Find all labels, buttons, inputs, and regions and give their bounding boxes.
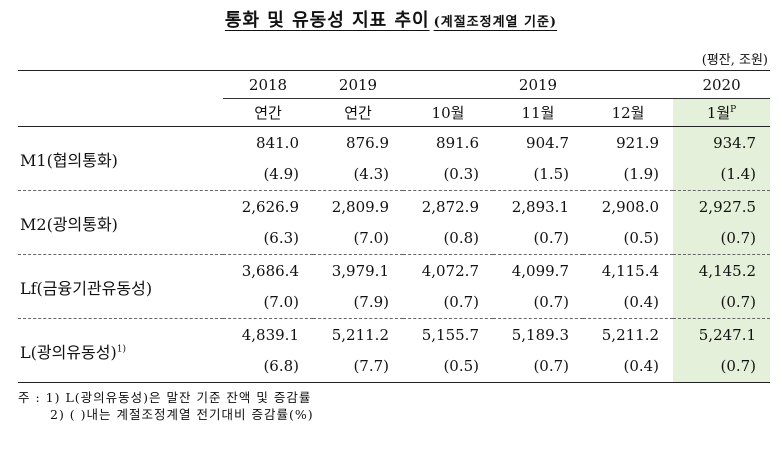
change-cell: (4.3) bbox=[353, 165, 389, 184]
value-cell: 904.7 bbox=[526, 133, 569, 152]
change-cell: (0.5) bbox=[403, 350, 493, 383]
row-label-text: M2(광의통화) bbox=[20, 214, 118, 234]
header-col-nov: 11월 bbox=[493, 98, 583, 127]
change-cell: (1.5) bbox=[533, 165, 569, 184]
change-cell: (0.4) bbox=[623, 293, 660, 312]
value-cell: 934.7 bbox=[673, 126, 771, 159]
footnote-2: 2) ( )내는 계절조정계열 전기대비 증감률(%) bbox=[50, 407, 314, 422]
change-cell: (0.7) bbox=[443, 293, 479, 312]
header-year-2018: 2018 bbox=[223, 70, 313, 99]
value-cell: 891.6 bbox=[436, 133, 479, 152]
change-cell: (7.0) bbox=[353, 229, 389, 248]
header-col-jan: 1월P bbox=[673, 98, 771, 127]
value-cell: 2,809.9 bbox=[313, 190, 403, 223]
row-label: Lf(금융기관유동성) bbox=[18, 254, 223, 319]
footnotes: 주 : 1) L(광의유동성)은 말잔 기준 잔액 및 증감률 2) ( )내는… bbox=[18, 389, 314, 423]
change-cell: (0.4) bbox=[583, 350, 674, 383]
change-cell: (0.7) bbox=[493, 350, 583, 383]
value-cell: 876.9 bbox=[346, 133, 389, 152]
change-cell: (6.8) bbox=[223, 350, 313, 383]
table-row-change: (6.8) (7.7) (0.5) (0.7) (0.4) (0.7) bbox=[18, 350, 771, 383]
change-cell: (0.5) bbox=[623, 229, 660, 248]
change-cell: (1.9) bbox=[623, 165, 660, 184]
value-cell: 3,686.4 bbox=[223, 254, 313, 287]
header-col-oct: 10월 bbox=[403, 98, 493, 127]
header-year-2019-annual: 2019 bbox=[313, 70, 403, 99]
table-row-change: (7.0) (7.9) (0.7) (0.7) (0.4) (0.7) bbox=[18, 286, 771, 319]
table-row-change: (6.3) (7.0) (0.8) (0.7) (0.5) (0.7) bbox=[18, 222, 771, 255]
change-cell: (6.3) bbox=[263, 229, 299, 248]
change-cell: (0.8) bbox=[443, 229, 479, 248]
header-year-2019-monthly: 2019 bbox=[403, 70, 674, 99]
value-cell: 5,211.2 bbox=[583, 318, 674, 351]
header-col-2018: 연간 bbox=[223, 98, 313, 127]
change-cell: (0.7) bbox=[673, 350, 771, 383]
value-cell: 5,247.1 bbox=[673, 318, 771, 351]
change-cell: (7.0) bbox=[263, 293, 299, 312]
title-sub: (계절조정계열 기준) bbox=[433, 15, 558, 30]
change-cell: (0.7) bbox=[533, 229, 569, 248]
value-cell: 2,872.9 bbox=[403, 190, 493, 223]
change-cell: (7.9) bbox=[353, 293, 389, 312]
value-cell: 2,893.1 bbox=[493, 190, 583, 223]
row-label-text: Lf(금융기관유동성) bbox=[20, 278, 153, 298]
value-cell: 5,155.7 bbox=[403, 318, 493, 351]
change-cell: (0.7) bbox=[533, 293, 569, 312]
table-row-change: (4.9) (4.3) (0.3) (1.5) (1.9) (1.4) bbox=[18, 158, 771, 191]
change-cell: (0.3) bbox=[443, 165, 479, 184]
value-cell: 3,979.1 bbox=[313, 254, 403, 287]
change-cell: (7.7) bbox=[313, 350, 403, 383]
change-cell: (0.7) bbox=[673, 286, 771, 319]
header-blank-2 bbox=[18, 98, 223, 127]
change-cell: (1.4) bbox=[673, 158, 771, 191]
preliminary-mark: P bbox=[730, 105, 737, 115]
change-cell: (4.9) bbox=[263, 165, 299, 184]
value-cell: 2,927.5 bbox=[673, 190, 771, 223]
value-cell: 5,211.2 bbox=[313, 318, 403, 351]
table-row: Lf(금융기관유동성) 3,686.4 3,979.1 4,072.7 4,099.7 4… bbox=[18, 254, 771, 319]
value-cell: 921.9 bbox=[616, 133, 660, 152]
table-row: M1(협의통화) 841.0 876.9 891.6 904.7 921.9 934.7 bbox=[18, 126, 771, 170]
value-cell: 4,145.2 bbox=[673, 254, 771, 287]
row-label: M2(광의통화) bbox=[18, 190, 223, 255]
header-period-row: 연간 연간 10월 11월 12월 1월P bbox=[18, 98, 771, 127]
value-cell: 4,839.1 bbox=[223, 318, 313, 351]
value-cell: 4,099.7 bbox=[493, 254, 583, 287]
value-cell: 5,189.3 bbox=[493, 318, 583, 351]
table-row: M2(광의통화) 2,626.9 2,809.9 2,872.9 2,893.1 2,90… bbox=[18, 190, 771, 255]
value-cell: 2,626.9 bbox=[223, 190, 313, 223]
header-year-2020: 2020 bbox=[673, 70, 771, 99]
row-label: M1(협의통화) bbox=[18, 127, 223, 191]
footnote-1: 주 : 1) L(광의유동성)은 말잔 기준 잔액 및 증감률 bbox=[18, 390, 312, 405]
value-cell: 4,072.7 bbox=[403, 254, 493, 287]
row-label-text: M1(협의통화) bbox=[20, 150, 118, 170]
value-cell: 2,908.0 bbox=[583, 190, 674, 223]
change-cell: (0.7) bbox=[673, 222, 771, 255]
value-cell: 4,115.4 bbox=[583, 254, 674, 287]
header-col-2019: 연간 bbox=[313, 98, 403, 127]
table-title: 통화 및 유동성 지표 추이 (계절조정계열 기준) bbox=[0, 6, 782, 32]
header-col-jan-label: 1월 bbox=[706, 104, 731, 122]
title-main: 통화 및 유동성 지표 추이 bbox=[224, 10, 430, 31]
header-blank bbox=[18, 70, 223, 99]
header-year-row: 2018 2019 2019 2020 bbox=[18, 70, 771, 99]
value-cell: 841.0 bbox=[256, 133, 299, 152]
footnote-mark: 1) bbox=[116, 344, 126, 355]
row-label-text: L(광의유동성) bbox=[20, 342, 117, 362]
header-col-dec: 12월 bbox=[583, 98, 674, 127]
unit-label: (평잔, 조원) bbox=[701, 53, 768, 68]
row-label: L(광의유동성)1) bbox=[18, 318, 223, 383]
table-row: L(광의유동성)1) 4,839.1 5,211.2 5,155.7 5,189.3 5,… bbox=[18, 318, 771, 383]
stats-table: 2018 2019 2019 2020 연간 연간 10월 11월 12월 1월… bbox=[18, 70, 771, 383]
